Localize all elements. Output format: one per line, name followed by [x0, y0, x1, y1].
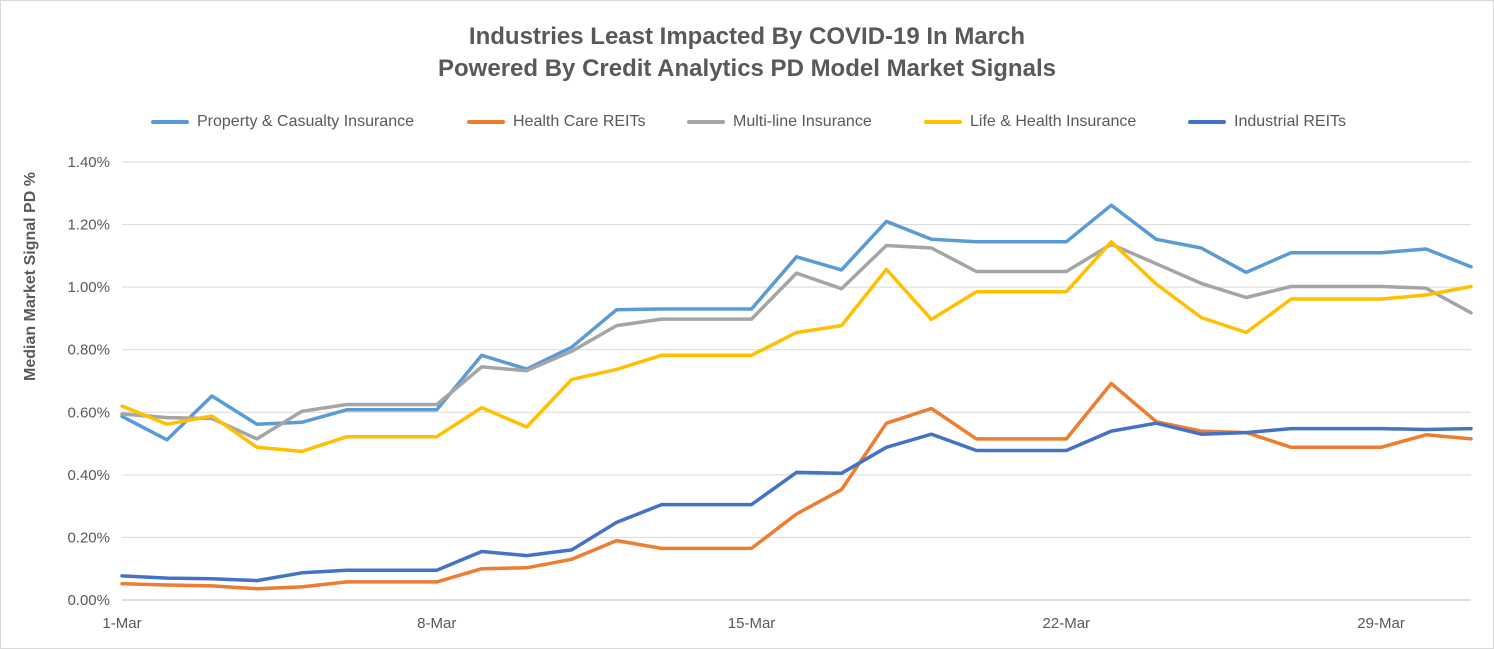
series-line-property-casualty-insurance[interactable] — [120, 203, 1473, 442]
chart-title-line-2: Powered By Credit Analytics PD Model Mar… — [438, 55, 1056, 82]
legend-label-industrial-reits: Industrial REITs — [1234, 113, 1347, 130]
y-tick-label: 0.00% — [67, 592, 110, 609]
legend-swatch-multi-line-insurance — [687, 120, 725, 124]
x-tick-label: 1-Mar — [102, 615, 141, 632]
chart-title: Industries Least Impacted By COVID-19 In… — [1, 21, 1493, 85]
legend-swatch-health-care-reits — [467, 120, 505, 124]
y-tick-label: 1.20% — [67, 217, 110, 234]
x-tick-label: 29-Mar — [1357, 615, 1405, 632]
legend-label-health-care-reits: Health Care REITs — [513, 113, 646, 130]
y-tick-label: 0.40% — [67, 467, 110, 484]
legend-item-health-care-reits[interactable]: Health Care REITs — [467, 111, 646, 133]
legend-swatch-industrial-reits — [1188, 120, 1226, 124]
chart-title-line-1: Industries Least Impacted By COVID-19 In… — [468, 23, 1026, 50]
legend-swatch-life-health-insurance — [924, 120, 962, 124]
x-tick-label: 15-Mar — [728, 615, 776, 632]
legend-swatch-property-casualty-insurance — [151, 120, 189, 124]
y-tick-label: 0.80% — [67, 342, 110, 359]
legend-label-multi-line-insurance: Multi-line Insurance — [733, 113, 872, 130]
x-tick-label: 22-Mar — [1043, 615, 1091, 632]
y-tick-label: 0.20% — [67, 529, 110, 546]
y-tick-label: 1.00% — [67, 279, 110, 296]
series-line-industrial-reits[interactable] — [120, 421, 1473, 583]
x-tick-label: 8-Mar — [417, 615, 456, 632]
legend-label-life-health-insurance: Life & Health Insurance — [970, 113, 1137, 130]
legend-item-life-health-insurance[interactable]: Life & Health Insurance — [924, 111, 1136, 133]
series-line-life-health-insurance[interactable] — [120, 240, 1473, 454]
y-tick-label: 0.60% — [67, 404, 110, 421]
legend-item-multi-line-insurance[interactable]: Multi-line Insurance — [687, 111, 872, 133]
series-line-multi-line-insurance[interactable] — [120, 242, 1473, 441]
legend-label-property-casualty-insurance: Property & Casualty Insurance — [197, 113, 414, 130]
legend-item-property-casualty-insurance[interactable]: Property & Casualty Insurance — [151, 111, 414, 133]
y-tick-label: 1.40% — [67, 154, 110, 171]
chart-legend: Property & Casualty Insurance Health Car… — [1, 111, 1493, 133]
legend-item-industrial-reits[interactable]: Industrial REITs — [1188, 111, 1346, 133]
